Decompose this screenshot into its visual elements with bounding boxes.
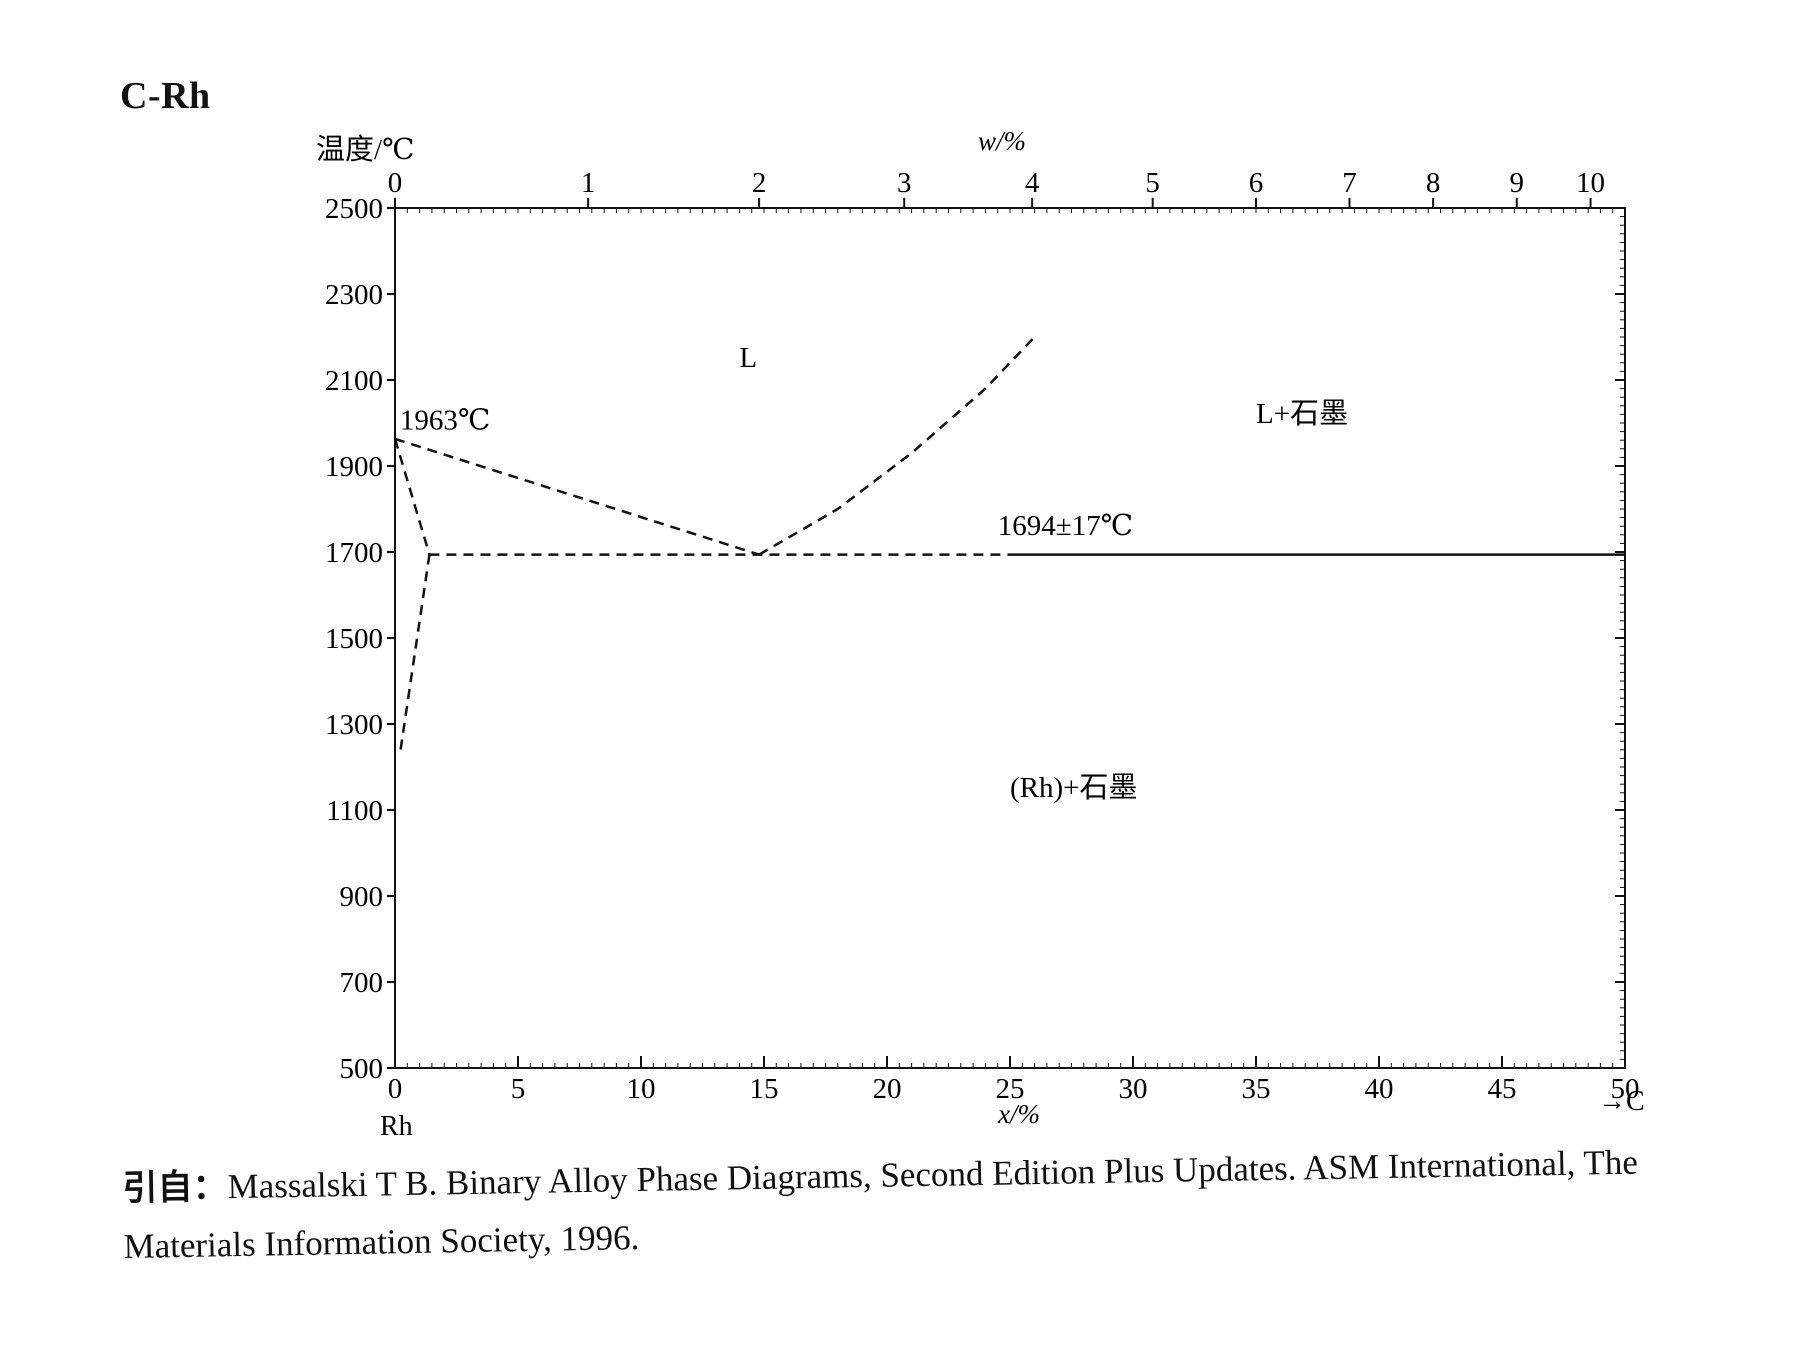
y-tick-label: 2300 [325, 279, 383, 311]
w-tick-label: 3 [897, 167, 912, 199]
phase-boundary-4 [398, 554, 431, 755]
w-tick-label: 9 [1510, 167, 1525, 199]
citation-prefix: 引自： [122, 1167, 228, 1208]
x-axis-top-label: w/% [978, 126, 1026, 156]
x-axis-top-ticks: 0 1 2 3 4 5 6 7 8 9 10 [388, 167, 1605, 208]
x-tick-label: 15 [750, 1073, 779, 1105]
w-tick-label: 5 [1145, 167, 1160, 199]
x-axis-right-end-label: →C [1598, 1086, 1645, 1117]
plot-border [394, 207, 1626, 1069]
y-tick-label: 500 [340, 1053, 384, 1085]
annotation-label: 1694±17℃ [998, 510, 1133, 542]
w-tick-label: 4 [1025, 167, 1040, 199]
plot-frame [394, 207, 1626, 1069]
y-tick-label: 2500 [325, 193, 383, 225]
y-tick-label: 2100 [325, 365, 383, 397]
x-tick-label: 40 [1365, 1073, 1394, 1105]
diagram-title: C-Rh [120, 75, 211, 117]
x-tick-label: 20 [873, 1073, 902, 1105]
y-tick-label: 700 [340, 967, 384, 999]
annotation-label: L+石墨 [1256, 398, 1348, 430]
x-axis-bottom-ticks: 0 5 10 15 20 25 30 35 40 45 50 [388, 1056, 1640, 1105]
x-tick-label: 5 [511, 1073, 526, 1105]
y-tick-label: 1700 [325, 537, 383, 569]
y-tick-label: 1300 [325, 709, 383, 741]
w-tick-label: 0 [388, 167, 403, 199]
x-axis-left-end-label: Rh [380, 1111, 413, 1142]
y-axis-label: 温度/℃ [316, 133, 415, 166]
w-tick-label: 10 [1576, 167, 1605, 199]
phase-boundaries [393, 336, 1625, 755]
phase-boundary-1 [394, 437, 760, 556]
x-tick-label: 35 [1242, 1073, 1271, 1105]
y-axis-ticks: 2500 2300 2100 1900 1700 1500 1300 1100 900 700 50… [325, 193, 1625, 1085]
phase-boundary-2 [758, 336, 1036, 556]
annotation-label: 1963℃ [400, 404, 490, 436]
x-tick-label: 25 [996, 1073, 1025, 1105]
x-tick-label: 45 [1488, 1073, 1517, 1105]
y-tick-label: 1100 [326, 795, 383, 827]
annotation-label: L [739, 342, 757, 374]
w-tick-label: 6 [1249, 167, 1264, 199]
x-tick-label: 50 [1611, 1073, 1640, 1105]
x-axis-bottom-label: x/% [997, 1099, 1040, 1129]
y-tick-label: 1900 [325, 451, 383, 483]
y-tick-label: 1500 [325, 623, 383, 655]
w-tick-label: 2 [752, 167, 767, 199]
minor-ticks [394, 207, 1626, 1069]
annotations: L L+石墨 (Rh)+石墨 1963℃ 1694±17℃ [400, 342, 1348, 804]
phase-boundary-3 [393, 438, 431, 555]
w-tick-label: 8 [1426, 167, 1441, 199]
w-tick-label: 1 [581, 167, 596, 199]
y-tick-label: 900 [340, 881, 384, 913]
x-tick-label: 0 [388, 1073, 403, 1105]
x-tick-label: 10 [627, 1073, 656, 1105]
x-tick-label: 30 [1119, 1073, 1148, 1105]
annotation-label: (Rh)+石墨 [1010, 772, 1138, 804]
w-tick-label: 7 [1342, 167, 1357, 199]
